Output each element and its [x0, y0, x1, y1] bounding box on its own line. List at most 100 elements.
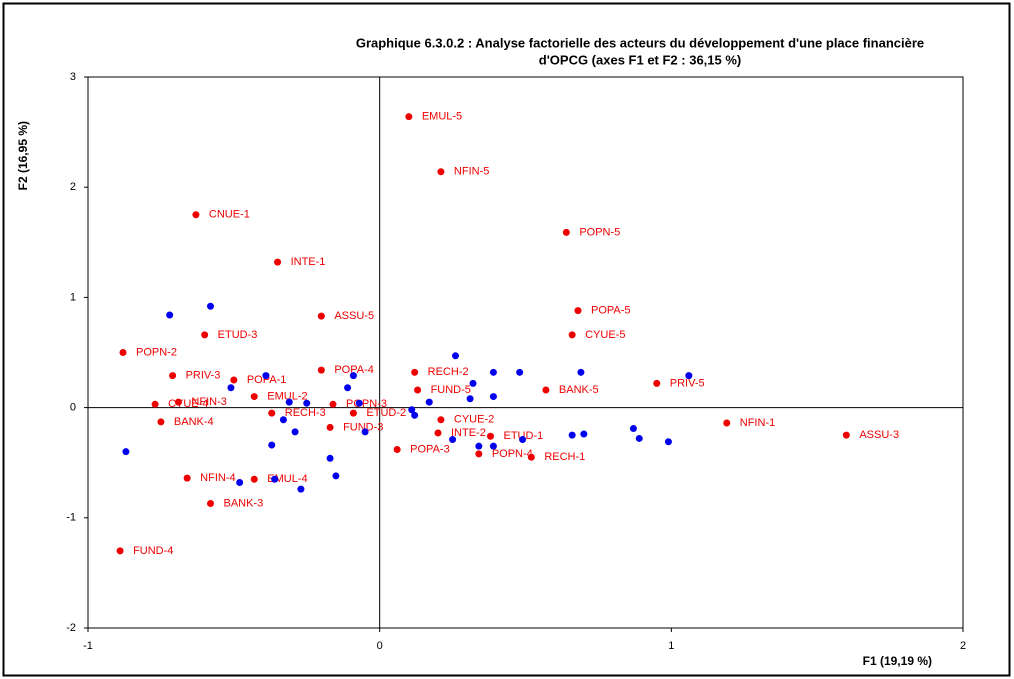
point	[329, 400, 337, 408]
point	[268, 441, 276, 449]
point	[166, 311, 174, 319]
point	[262, 372, 270, 380]
point	[664, 438, 672, 446]
point-label: ASSU-5	[334, 310, 374, 322]
point	[250, 393, 258, 401]
plot-frame	[87, 76, 964, 629]
point	[361, 428, 369, 436]
point-label: NFIN-1	[740, 417, 775, 429]
point	[434, 429, 442, 437]
point-label: CYUE-4	[168, 398, 208, 410]
y-tick-label: 0	[70, 402, 76, 414]
point-label: ETUD-2	[366, 407, 406, 419]
point	[437, 168, 445, 176]
point	[405, 113, 413, 121]
point	[297, 485, 305, 493]
point	[332, 472, 340, 480]
point	[580, 430, 588, 438]
y-tick-label: -1	[66, 512, 76, 524]
point	[317, 312, 325, 320]
point	[562, 228, 570, 236]
point-label: POPA-4	[334, 364, 374, 376]
point	[291, 428, 299, 436]
point	[414, 386, 422, 394]
point-label: FUND-5	[431, 384, 471, 396]
y-tick-label: 2	[70, 181, 76, 193]
point	[157, 418, 165, 426]
x-tick-label: -1	[83, 640, 93, 652]
point	[629, 425, 637, 433]
point	[326, 423, 334, 431]
point-label: BANK-3	[224, 497, 264, 509]
point	[411, 368, 419, 376]
point	[227, 384, 235, 392]
point	[207, 302, 214, 310]
point	[122, 448, 130, 456]
point-label: POPN-5	[579, 226, 620, 238]
point	[192, 211, 200, 219]
point	[393, 445, 401, 453]
point	[303, 399, 311, 407]
point-label: ASSU-3	[859, 429, 899, 441]
point	[489, 442, 497, 450]
point-label: CYUE-2	[454, 414, 494, 426]
point-label: POPN-4	[492, 448, 533, 460]
point	[653, 379, 661, 387]
point	[842, 431, 850, 439]
point-label: NFIN-4	[200, 472, 235, 484]
y-tick-label: -2	[66, 622, 76, 634]
point	[119, 349, 127, 356]
point	[527, 453, 535, 461]
point	[489, 368, 497, 376]
point-label: NFIN-3	[191, 396, 226, 408]
point	[568, 331, 576, 339]
point	[489, 393, 497, 401]
point-label: INTE-1	[291, 256, 326, 268]
point	[279, 416, 287, 424]
x-tick-label: 1	[668, 640, 674, 652]
point	[574, 307, 582, 315]
point	[250, 475, 258, 483]
point	[437, 416, 445, 424]
point	[236, 479, 244, 487]
point	[466, 395, 474, 403]
point	[344, 384, 352, 392]
point-label: RECH-2	[428, 366, 469, 378]
point	[207, 499, 214, 507]
point	[408, 406, 416, 414]
point	[268, 409, 276, 417]
point	[542, 386, 550, 394]
point-label: POPA-5	[591, 305, 631, 317]
point-label: CYUE-5	[585, 329, 625, 341]
point-label: EMUL-2	[267, 390, 307, 402]
point	[411, 411, 419, 419]
point-label: FUND-3	[343, 421, 383, 433]
point-label: POPN-3	[346, 398, 387, 410]
point-label: POPA-1	[247, 374, 287, 386]
point-label: ETUD-3	[218, 329, 258, 341]
x-axis-label: F1 (19,19 %)	[863, 654, 932, 668]
point-label: INTE-2	[451, 427, 486, 439]
point	[355, 399, 363, 407]
point-label: FUND-4	[133, 545, 173, 557]
point	[201, 331, 209, 339]
point-label: PRIV-3	[186, 370, 221, 382]
point-label: POPA-3	[410, 443, 450, 455]
point	[285, 398, 293, 406]
x-tick-label: 2	[960, 640, 966, 652]
point	[685, 372, 693, 380]
point	[425, 398, 433, 406]
point	[452, 352, 459, 360]
point	[475, 450, 483, 458]
point	[568, 431, 576, 439]
point	[271, 475, 279, 483]
point	[116, 547, 124, 555]
point	[469, 379, 477, 387]
point-label: EMUL-5	[422, 111, 462, 123]
point	[577, 368, 585, 376]
point	[183, 474, 191, 482]
x-tick-label: 0	[377, 640, 383, 652]
point	[169, 372, 177, 380]
y-tick-label: 1	[70, 291, 76, 303]
